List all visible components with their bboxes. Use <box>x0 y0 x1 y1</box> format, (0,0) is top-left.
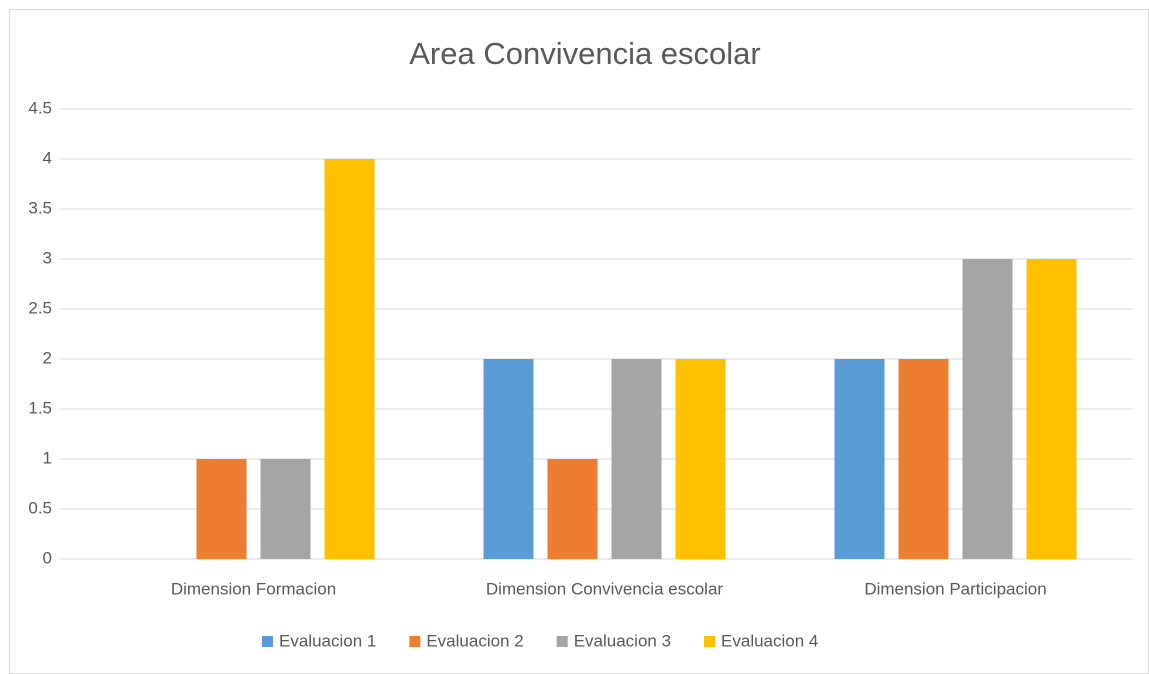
legend-label: Evaluacion 3 <box>574 631 671 650</box>
legend-swatch <box>556 636 568 647</box>
y-tick-label: 0.5 <box>28 498 52 517</box>
y-tick-label: 1 <box>43 448 52 467</box>
legend-label: Evaluacion 1 <box>279 631 376 650</box>
y-tick-label: 4 <box>43 148 52 167</box>
y-tick-label: 2 <box>43 348 52 367</box>
bar <box>483 359 534 559</box>
bar <box>260 459 311 559</box>
y-tick-label: 0 <box>43 548 52 567</box>
y-tick-label: 3.5 <box>28 198 52 217</box>
bar <box>611 359 662 559</box>
bar <box>834 359 885 559</box>
bar <box>547 459 598 559</box>
bar <box>196 459 247 559</box>
legend-swatch <box>262 636 273 647</box>
y-tick-label: 2.5 <box>28 298 52 317</box>
legend-swatch <box>409 636 421 647</box>
legend-swatch <box>704 636 716 647</box>
bar <box>962 259 1013 559</box>
x-tick-label: Dimension Formacion <box>171 579 336 598</box>
bar <box>898 359 949 559</box>
x-tick-label: Dimension Convivencia escolar <box>486 579 724 598</box>
legend-label: Evaluacion 4 <box>721 631 818 650</box>
bar <box>324 159 375 559</box>
y-tick-label: 1.5 <box>28 398 52 417</box>
bar <box>1026 259 1077 559</box>
legend-label: Evaluacion 2 <box>426 631 523 650</box>
y-tick-label: 4.5 <box>28 98 52 117</box>
bar <box>675 359 726 559</box>
chart-title: Area Convivencia escolar <box>409 36 761 71</box>
x-tick-label: Dimension Participacion <box>864 579 1046 598</box>
y-tick-label: 3 <box>43 248 52 267</box>
